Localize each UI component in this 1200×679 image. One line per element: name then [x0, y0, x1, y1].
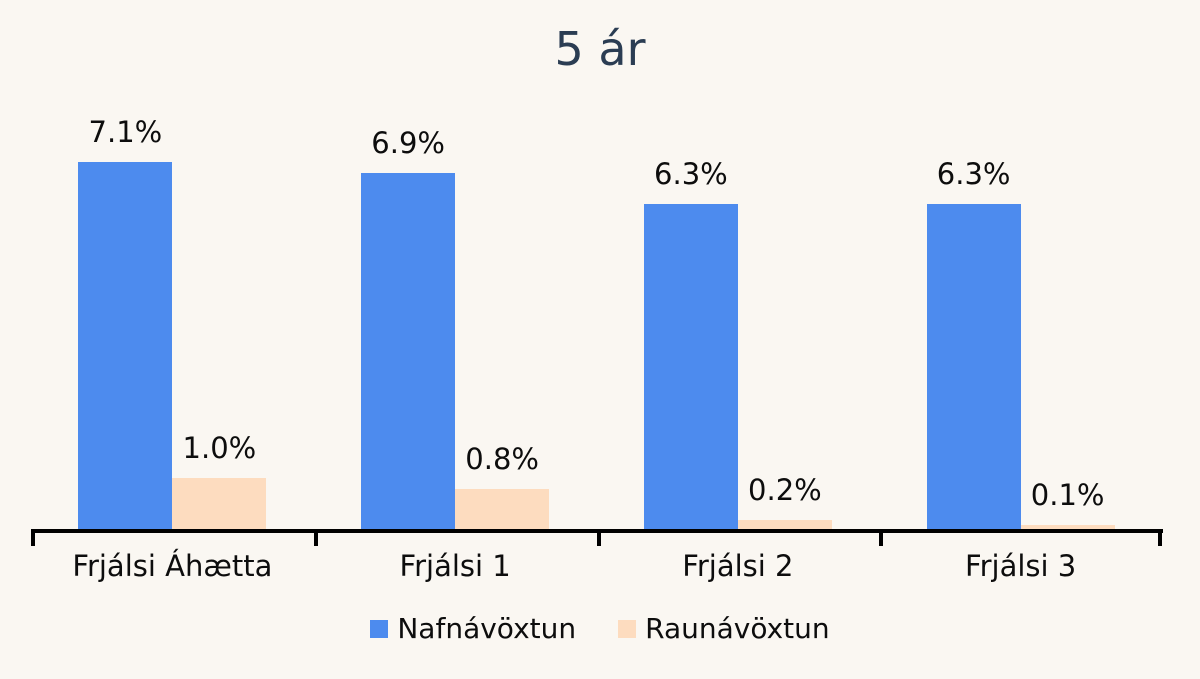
plot-area: 7.1% 1.0% 6.9% 0.8% 6.3% 0.2% 6.3% 0.1%: [31, 100, 1162, 530]
bar-with-label: 0.1%: [1020, 478, 1115, 530]
axis-tick: [31, 529, 35, 546]
bar-group: 6.3% 0.1%: [879, 100, 1162, 530]
bar-with-label: 1.0%: [172, 431, 267, 530]
bar-value-label: 7.1%: [88, 115, 163, 150]
x-axis-label: Frjálsi Áhætta: [72, 549, 273, 583]
bar-nafnávöxtun: [361, 173, 456, 530]
legend-swatch-raunavoxtun-icon: [618, 619, 637, 638]
bar-value-label: 0.1%: [1030, 478, 1105, 513]
bar-raunávöxtun: [172, 478, 267, 530]
bar-group: 7.1% 1.0%: [31, 100, 314, 530]
x-axis-label: Frjálsi 1: [399, 549, 511, 583]
axis-tick: [879, 529, 883, 546]
legend: Nafnávöxtun Raunávöxtun: [0, 612, 1200, 645]
bar-with-label: 0.2%: [737, 473, 832, 530]
bar-value-label: 6.3%: [936, 157, 1011, 192]
axis-tick: [1158, 529, 1162, 546]
bar-with-label: 6.3%: [643, 157, 738, 530]
bar-group: 6.9% 0.8%: [314, 100, 597, 530]
bar-value-label: 6.3%: [654, 157, 728, 192]
bar-with-label: 7.1%: [78, 115, 173, 530]
legend-item-raunavoxtun: Raunávöxtun: [618, 612, 830, 645]
bar-nafnávöxtun: [926, 204, 1021, 530]
legend-label-nafnavoxtun: Nafnávöxtun: [397, 612, 577, 645]
bar-with-label: 6.3%: [926, 157, 1021, 530]
bar-raunávöxtun: [737, 520, 832, 530]
bar-with-label: 0.8%: [455, 442, 550, 530]
x-axis-ticks: [31, 529, 1162, 546]
bar-raunávöxtun: [455, 489, 550, 530]
bar-value-label: 6.9%: [371, 126, 445, 161]
x-axis-label: Frjálsi 2: [682, 549, 794, 583]
x-axis-label: Frjálsi 3: [965, 549, 1077, 583]
bar-nafnávöxtun: [78, 162, 173, 530]
legend-item-nafnavoxtun: Nafnávöxtun: [370, 612, 576, 645]
bar-value-label: 1.0%: [182, 431, 257, 466]
x-axis-labels: Frjálsi Áhætta Frjálsi 1 Frjálsi 2 Frjálsi …: [31, 549, 1162, 585]
bar-value-label: 0.8%: [465, 442, 539, 477]
legend-swatch-nafnavoxtun-icon: [370, 619, 389, 638]
bar-value-label: 0.2%: [748, 473, 822, 508]
axis-tick: [314, 529, 318, 546]
bar-raunávöxtun: [1020, 525, 1115, 530]
chart-title: 5 ár: [554, 22, 646, 76]
bar-group: 6.3% 0.2%: [597, 100, 880, 530]
axis-tick: [597, 529, 601, 546]
legend-label-raunavoxtun: Raunávöxtun: [645, 612, 830, 645]
bar-with-label: 6.9%: [361, 126, 456, 530]
bar-nafnávöxtun: [643, 204, 738, 530]
